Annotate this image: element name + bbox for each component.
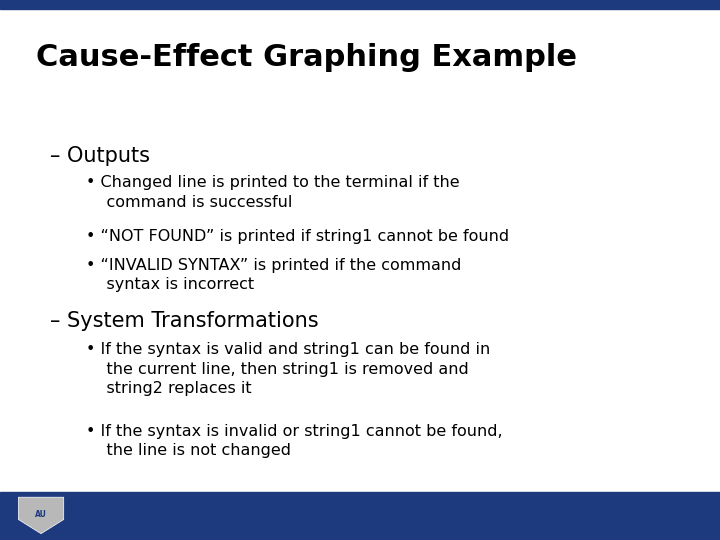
Text: Computer Science and Software Engineering: Computer Science and Software Engineerin… [90,524,309,534]
Text: • “NOT FOUND” is printed if string1 cannot be found: • “NOT FOUND” is printed if string1 cann… [86,230,510,245]
Text: AU: AU [35,510,47,519]
Text: • If the syntax is valid and string1 can be found in
    the current line, then : • If the syntax is valid and string1 can… [86,342,490,396]
Text: • Changed line is printed to the terminal if the
    command is successful: • Changed line is printed to the termina… [86,176,460,210]
Text: • “INVALID SYNTAX” is printed if the command
    syntax is incorrect: • “INVALID SYNTAX” is printed if the com… [86,258,462,292]
Text: COMP 6710  Course Notes  Slide 9-25: COMP 6710 Course Notes Slide 9-25 [515,511,698,521]
Polygon shape [19,497,63,534]
Text: – System Transformations: – System Transformations [50,311,319,331]
Bar [0,492,720,540]
Text: – Outputs: – Outputs [50,146,150,166]
Bar [0,0,720,9]
Text: Auburn University: Auburn University [90,510,178,521]
Text: Cause-Effect Graphing Example: Cause-Effect Graphing Example [36,43,577,72]
Text: • If the syntax is invalid or string1 cannot be found,
    the line is not chang: • If the syntax is invalid or string1 ca… [86,424,503,458]
